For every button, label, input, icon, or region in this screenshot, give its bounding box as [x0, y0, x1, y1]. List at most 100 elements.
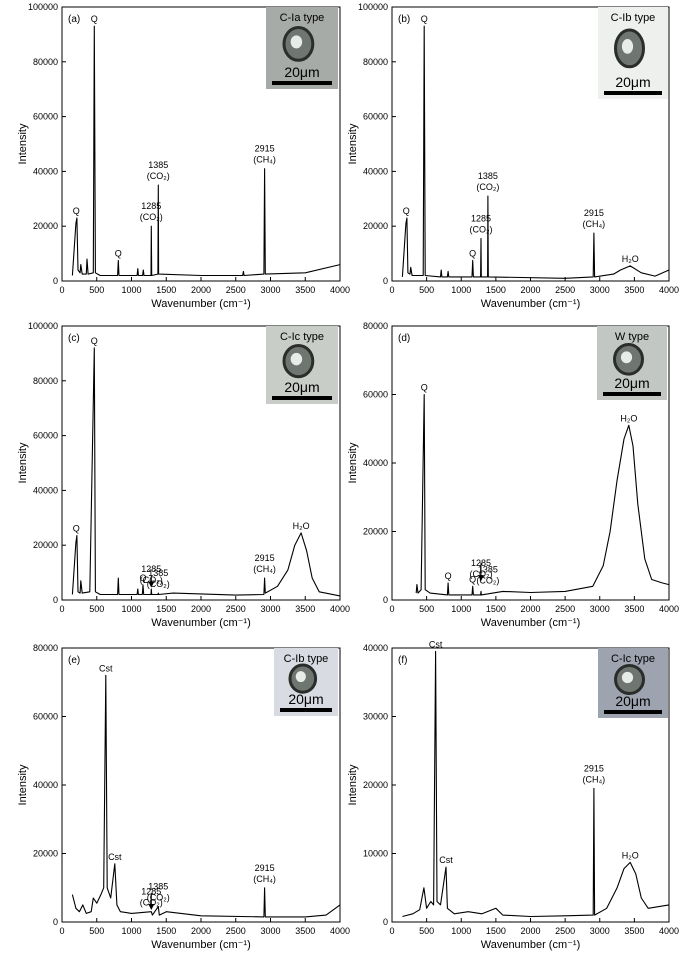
scale-bar-label: 20μm: [284, 64, 319, 80]
x-axis-label: Wavenumber (cm⁻¹): [481, 939, 581, 951]
x-tick-label: 500: [89, 604, 104, 614]
peak-label: Q: [115, 248, 122, 258]
x-tick-label: 4000: [659, 285, 679, 295]
scale-bar-label: 20μm: [284, 379, 319, 395]
y-tick-label: 0: [383, 276, 388, 286]
x-tick-label: 500: [419, 604, 434, 614]
peak-label: 2915: [584, 763, 604, 773]
x-tick-label: 2000: [520, 926, 540, 936]
y-tick-label: 20000: [363, 221, 388, 231]
y-tick-label: 30000: [363, 712, 388, 722]
y-tick-label: 100000: [358, 2, 388, 12]
vapor-bubble: [621, 671, 634, 684]
y-tick-label: 100000: [28, 2, 58, 12]
y-tick-label: 0: [383, 917, 388, 927]
scale-bar: [603, 392, 661, 396]
x-tick-label: 3500: [624, 926, 644, 936]
x-tick-label: 4000: [659, 926, 679, 936]
x-tick-label: 2500: [555, 926, 575, 936]
y-tick-label: 10000: [363, 849, 388, 859]
y-tick-label: 80000: [33, 643, 58, 653]
peak-sublabel: (CO₂): [469, 225, 492, 235]
x-tick-label: 3500: [295, 604, 315, 614]
peak-label: Q: [139, 573, 146, 583]
peak-sublabel: (CH₄): [253, 564, 276, 574]
x-tick-label: 3500: [624, 285, 644, 295]
inclusion-photo: C-Ia type 20μm: [266, 7, 338, 89]
scale-bar: [272, 81, 332, 85]
chart-panel: 0 500 1000 1500 2000 2500 3000 3500 400001000020…: [347, 639, 679, 951]
y-tick-label: 40000: [363, 166, 388, 176]
y-tick-label: 80000: [33, 376, 58, 386]
peak-label: 1385: [148, 160, 168, 170]
peak-label: H₂O: [622, 850, 639, 860]
arrow-head: [148, 904, 155, 911]
spectrum-line: [71, 674, 341, 918]
x-tick-label: 1500: [486, 926, 506, 936]
peak-label: Q: [73, 206, 80, 216]
x-tick-label: 1000: [121, 926, 141, 936]
x-tick-label: 3500: [624, 604, 644, 614]
x-tick-label: 0: [389, 604, 394, 614]
x-tick-label: 3500: [295, 285, 315, 295]
y-axis-label: Intensity: [347, 123, 359, 164]
x-tick-label: 3500: [295, 926, 315, 936]
peak-label: 2915: [255, 863, 275, 873]
chart-panel: 0 500 1000 1500 2000 2500 3000 3500 400002000040…: [347, 2, 679, 310]
peak-label: 1285: [141, 201, 161, 211]
peak-label: Cst: [99, 663, 113, 673]
peak-label: Cst: [429, 639, 443, 649]
x-tick-label: 500: [419, 926, 434, 936]
y-tick-label: 60000: [33, 431, 58, 441]
peak-sublabel: (CO₂): [476, 182, 499, 192]
panel-label: (f): [398, 655, 407, 666]
x-tick-label: 2000: [191, 604, 211, 614]
inclusion-photo: C-Ic type 20μm: [598, 648, 668, 718]
peak-sublabel: (CH₄): [583, 219, 606, 229]
x-tick-label: 4000: [330, 285, 350, 295]
x-tick-label: 1000: [121, 285, 141, 295]
peak-label: 1385: [478, 565, 498, 575]
peak-sublabel: (CH₄): [583, 774, 606, 784]
chart-panel: 0 500 1000 1500 2000 2500 3000 3500 400002000040…: [347, 321, 679, 629]
y-axis-label: Intensity: [17, 442, 29, 483]
scale-bar-label: 20μm: [615, 74, 650, 90]
inclusion-photo: C-Ic type 20μm: [266, 326, 338, 404]
panel-label: (b): [398, 14, 410, 25]
peak-label: Q: [421, 383, 428, 393]
peak-label: Q: [403, 206, 410, 216]
y-tick-label: 0: [53, 595, 58, 605]
x-tick-label: 4000: [330, 604, 350, 614]
spectrum-line: [71, 25, 341, 277]
x-axis-label: Wavenumber (cm⁻¹): [481, 617, 581, 629]
peak-label: 1385: [148, 882, 168, 892]
peak-label: Q: [469, 248, 476, 258]
peak-sublabel: (CO₂): [476, 576, 499, 586]
panel-label: (e): [68, 655, 80, 666]
y-axis-label: Intensity: [17, 123, 29, 164]
inclusion-type-label: W type: [615, 331, 649, 343]
y-tick-label: 0: [53, 917, 58, 927]
peak-label: 1285: [141, 564, 161, 574]
peak-sublabel: (CO₂): [147, 171, 170, 181]
y-tick-label: 20000: [33, 221, 58, 231]
peak-label: 1385: [148, 568, 168, 578]
peak-label: 1285: [471, 214, 491, 224]
y-axis-label: Intensity: [347, 442, 359, 483]
arrow-head: [477, 575, 484, 582]
peak-sublabel: (CO₂): [147, 893, 170, 903]
y-tick-label: 60000: [363, 112, 388, 122]
x-tick-label: 1500: [486, 285, 506, 295]
x-tick-label: 4000: [659, 604, 679, 614]
chart-panel: 0 500 1000 1500 2000 2500 3000 3500 400002000040…: [17, 2, 350, 310]
x-tick-label: 1000: [451, 285, 471, 295]
x-tick-label: 1500: [156, 285, 176, 295]
peak-sublabel: (CO₂): [147, 579, 170, 589]
panel-label: (d): [398, 333, 410, 344]
x-tick-label: 0: [389, 285, 394, 295]
x-axis-label: Wavenumber (cm⁻¹): [151, 617, 251, 629]
x-tick-label: 2000: [520, 604, 540, 614]
x-tick-label: 3000: [260, 285, 280, 295]
panel-label: (c): [68, 333, 80, 344]
y-tick-label: 40000: [363, 643, 388, 653]
